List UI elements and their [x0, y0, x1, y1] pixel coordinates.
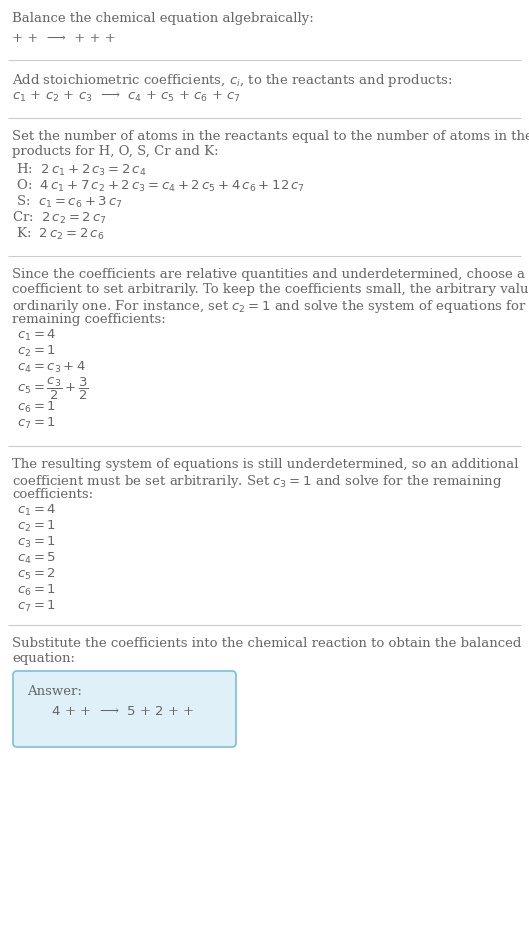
- Text: $c_5 = 2$: $c_5 = 2$: [17, 567, 56, 582]
- Text: $c_7 = 1$: $c_7 = 1$: [17, 416, 56, 432]
- Text: $c_2 = 1$: $c_2 = 1$: [17, 519, 56, 534]
- Text: K:  $2\,c_2 = 2\,c_6$: K: $2\,c_2 = 2\,c_6$: [12, 226, 105, 242]
- Text: $c_1 = 4$: $c_1 = 4$: [17, 503, 57, 518]
- Text: $c_4 = 5$: $c_4 = 5$: [17, 551, 56, 566]
- Text: Set the number of atoms in the reactants equal to the number of atoms in the: Set the number of atoms in the reactants…: [12, 130, 529, 143]
- Text: Since the coefficients are relative quantities and underdetermined, choose a: Since the coefficients are relative quan…: [12, 268, 525, 281]
- Text: ordinarily one. For instance, set $c_2 = 1$ and solve the system of equations fo: ordinarily one. For instance, set $c_2 =…: [12, 298, 529, 315]
- Text: products for H, O, S, Cr and K:: products for H, O, S, Cr and K:: [12, 145, 218, 158]
- Text: The resulting system of equations is still underdetermined, so an additional: The resulting system of equations is sti…: [12, 458, 518, 471]
- Text: coefficient to set arbitrarily. To keep the coefficients small, the arbitrary va: coefficient to set arbitrarily. To keep …: [12, 283, 529, 296]
- Text: $c_5 = \dfrac{c_3}{2} + \dfrac{3}{2}$: $c_5 = \dfrac{c_3}{2} + \dfrac{3}{2}$: [17, 376, 89, 402]
- Text: $c_2 = 1$: $c_2 = 1$: [17, 344, 56, 359]
- Text: coefficients:: coefficients:: [12, 488, 93, 501]
- Text: O:  $4\,c_1 + 7\,c_2 + 2\,c_3 = c_4 + 2\,c_5 + 4\,c_6 + 12\,c_7$: O: $4\,c_1 + 7\,c_2 + 2\,c_3 = c_4 + 2\,…: [12, 178, 305, 194]
- Text: Add stoichiometric coefficients, $c_i$, to the reactants and products:: Add stoichiometric coefficients, $c_i$, …: [12, 72, 452, 89]
- Text: $c_6 = 1$: $c_6 = 1$: [17, 583, 56, 598]
- Text: + +  ⟶  + + +: + + ⟶ + + +: [12, 32, 116, 45]
- Text: Cr:  $2\,c_2 = 2\,c_7$: Cr: $2\,c_2 = 2\,c_7$: [12, 210, 107, 226]
- Text: $c_1 = 4$: $c_1 = 4$: [17, 328, 57, 343]
- Text: equation:: equation:: [12, 652, 75, 665]
- Text: $c_1$ + $c_2$ + $c_3$  ⟶  $c_4$ + $c_5$ + $c_6$ + $c_7$: $c_1$ + $c_2$ + $c_3$ ⟶ $c_4$ + $c_5$ + …: [12, 90, 241, 104]
- Text: remaining coefficients:: remaining coefficients:: [12, 313, 166, 326]
- Text: $4$ + +  ⟶  $5$ + $2$ + +: $4$ + + ⟶ $5$ + $2$ + +: [35, 705, 196, 718]
- Text: $c_4 = c_3 + 4$: $c_4 = c_3 + 4$: [17, 360, 86, 375]
- Text: S:  $c_1 = c_6 + 3\,c_7$: S: $c_1 = c_6 + 3\,c_7$: [12, 194, 123, 210]
- Text: $c_3 = 1$: $c_3 = 1$: [17, 535, 56, 551]
- Text: $c_7 = 1$: $c_7 = 1$: [17, 599, 56, 614]
- Text: Balance the chemical equation algebraically:: Balance the chemical equation algebraica…: [12, 12, 314, 25]
- Text: Substitute the coefficients into the chemical reaction to obtain the balanced: Substitute the coefficients into the che…: [12, 637, 522, 650]
- Text: $c_6 = 1$: $c_6 = 1$: [17, 400, 56, 415]
- Text: H:  $2\,c_1 + 2\,c_3 = 2\,c_4$: H: $2\,c_1 + 2\,c_3 = 2\,c_4$: [12, 162, 147, 179]
- Text: Answer:: Answer:: [27, 685, 82, 698]
- FancyBboxPatch shape: [13, 671, 236, 747]
- Text: coefficient must be set arbitrarily. Set $c_3 = 1$ and solve for the remaining: coefficient must be set arbitrarily. Set…: [12, 473, 503, 490]
